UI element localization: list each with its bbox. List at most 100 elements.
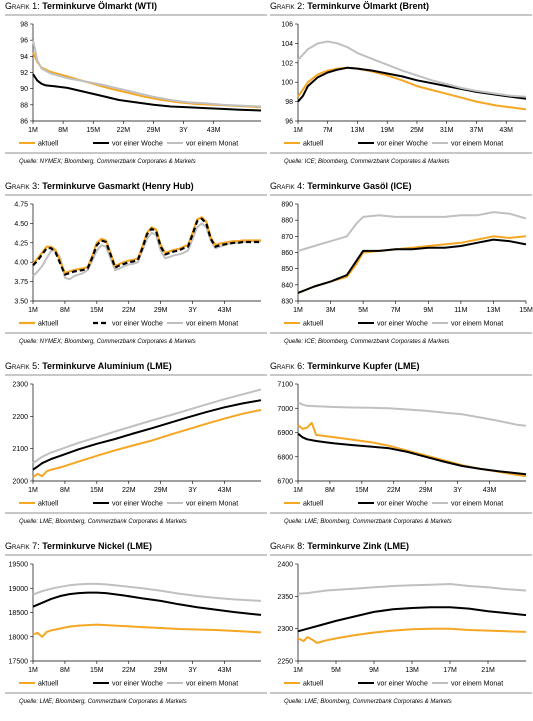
x-tick-label: 3Y	[188, 307, 197, 314]
chart-title: Grafik 3: Terminkurve Gasmarkt (Henry Hu…	[5, 181, 194, 191]
source-note: Quelle: LME; Bloomberg, Commerzbank Corp…	[19, 699, 187, 705]
x-tick-label: 7M	[323, 127, 333, 134]
series-line	[297, 211, 527, 252]
legend-label: vor einem Monat	[451, 681, 503, 688]
y-tick-label: 88	[20, 102, 28, 109]
legend-label: vor einem Monat	[186, 681, 238, 688]
chart-title-text: Terminkurve Kupfer (LME)	[304, 361, 420, 371]
chart-number: Grafik 8:	[270, 541, 305, 551]
legend-label: vor einer Woche	[377, 321, 428, 328]
legend-label: aktuell	[303, 321, 324, 328]
x-tick-label: 5M	[358, 307, 368, 314]
footer-rule	[270, 152, 532, 154]
x-tick-label: 43M	[483, 487, 497, 494]
x-tick-label: 8M	[325, 487, 335, 494]
x-tick-label: 15M	[519, 307, 533, 314]
footer-rule	[270, 332, 532, 334]
series-line	[32, 217, 261, 276]
y-tick-label: 100	[281, 80, 293, 87]
y-tick-label: 6800	[277, 454, 293, 461]
series-line	[297, 238, 527, 294]
series-line	[32, 582, 262, 602]
series-line	[32, 388, 262, 465]
x-tick-label: 43M	[218, 487, 232, 494]
series-line	[32, 73, 262, 112]
x-tick-label: 22M	[122, 487, 136, 494]
x-tick-label: 1M	[28, 307, 38, 314]
x-tick-label: 1M	[293, 487, 303, 494]
chart-svg: 3.50 3.75 4.00 4.25 4.50 4.75 1M 8M 15M 22M 29M 3Y 4…	[14, 202, 261, 328]
footer-rule	[5, 512, 267, 514]
x-tick-label: 43M	[207, 127, 221, 134]
series-line	[32, 623, 262, 638]
x-tick-label: 15M	[90, 307, 104, 314]
series-line	[297, 40, 527, 98]
y-tick-label: 86	[20, 119, 28, 126]
legend-label: aktuell	[303, 501, 324, 508]
legend-label: vor einer Woche	[112, 321, 163, 328]
y-tick-label: 890	[281, 202, 293, 209]
x-tick-label: 43M	[218, 307, 232, 314]
y-tick-label: 104	[281, 41, 293, 48]
y-tick-label: 7100	[277, 382, 293, 389]
chart-svg: 6700 6800 6900 7000 7100 1M 8M 15M 22M 29M 3Y 43M ak…	[277, 382, 527, 508]
chart-number: Grafik 7:	[5, 541, 40, 551]
x-tick-label: 13M	[405, 667, 419, 674]
series-line	[297, 421, 527, 478]
chart-title: Grafik 2: Terminkurve Ölmarkt (Brent)	[270, 1, 429, 11]
source-note: Quelle: LME; Bloomberg, Commerzbank Corp…	[19, 519, 187, 525]
chart-panel: Grafik 2: Terminkurve Ölmarkt (Brent) 96 9…	[270, 0, 532, 180]
y-tick-label: 2200	[12, 414, 28, 421]
chart-number: Grafik 2:	[270, 1, 305, 11]
chart-title: Grafik 8: Terminkurve Zink (LME)	[270, 541, 409, 551]
legend-label: vor einem Monat	[451, 141, 503, 148]
x-tick-label: 15M	[90, 667, 104, 674]
x-tick-label: 8M	[60, 667, 70, 674]
x-tick-label: 29M	[154, 487, 168, 494]
y-tick-label: 830	[281, 299, 293, 306]
y-tick-label: 94	[20, 54, 28, 61]
legend-label: vor einem Monat	[451, 321, 503, 328]
x-tick-label: 15M	[86, 127, 100, 134]
y-tick-label: 880	[281, 218, 293, 225]
legend-label: vor einem Monat	[451, 501, 503, 508]
chart-panel: Grafik 3: Terminkurve Gasmarkt (Henry Hu…	[5, 180, 267, 360]
legend-label: aktuell	[38, 321, 59, 328]
series-line	[297, 606, 527, 633]
chart-svg: 96 98 100 102 104 106 1M 7M 13M 19M 25M 31M 37M 43M ak…	[281, 22, 527, 148]
header-rule	[5, 554, 267, 556]
series-line	[297, 235, 527, 294]
x-tick-label: 29M	[154, 667, 168, 674]
y-tick-label: 92	[20, 70, 28, 77]
y-tick-label: 870	[281, 234, 293, 241]
legend-label: aktuell	[303, 681, 324, 688]
legend-label: vor einer Woche	[377, 501, 428, 508]
y-tick-label: 96	[285, 119, 293, 126]
header-rule	[5, 374, 267, 376]
y-tick-label: 2350	[277, 594, 293, 601]
chart-panel: Grafik 8: Terminkurve Zink (LME) 2250 2300…	[270, 540, 532, 720]
x-tick-label: 29M	[154, 307, 168, 314]
chart-svg: 2000 2100 2200 2300 1M 8M 15M 22M 29M 3Y 43M aktuel…	[12, 382, 262, 508]
series-line	[297, 583, 527, 595]
chart-title: Grafik 1: Terminkurve Ölmarkt (WTI)	[5, 1, 157, 11]
y-tick-label: 106	[281, 22, 293, 29]
series-line	[32, 39, 262, 108]
chart-title-text: Terminkurve Gasmarkt (Henry Hub)	[39, 181, 194, 191]
chart-title-text: Terminkurve Aluminium (LME)	[39, 361, 172, 371]
x-tick-label: 19M	[380, 127, 394, 134]
x-tick-label: 1M	[28, 127, 38, 134]
x-tick-label: 1M	[28, 487, 38, 494]
x-tick-label: 15M	[355, 487, 369, 494]
header-rule	[270, 554, 532, 556]
x-tick-label: 5M	[331, 667, 341, 674]
source-note: Quelle: ICE; Bloomberg, Commerzbank Corp…	[284, 159, 450, 165]
chart-title-text: Terminkurve Gasöl (ICE)	[304, 181, 412, 191]
legend-label: aktuell	[38, 141, 59, 148]
x-tick-label: 25M	[410, 127, 424, 134]
chart-svg: 17500 18000 18500 19000 19500 1M 8M 15M 22M 29M 3Y…	[9, 562, 262, 688]
y-tick-label: 2300	[12, 382, 28, 389]
y-tick-label: 2400	[277, 562, 293, 569]
chart-svg: 2250 2300 2350 2400 1M 5M 9M 13M 17M 21M aktuell vo…	[277, 562, 527, 688]
legend-label: aktuell	[303, 141, 324, 148]
